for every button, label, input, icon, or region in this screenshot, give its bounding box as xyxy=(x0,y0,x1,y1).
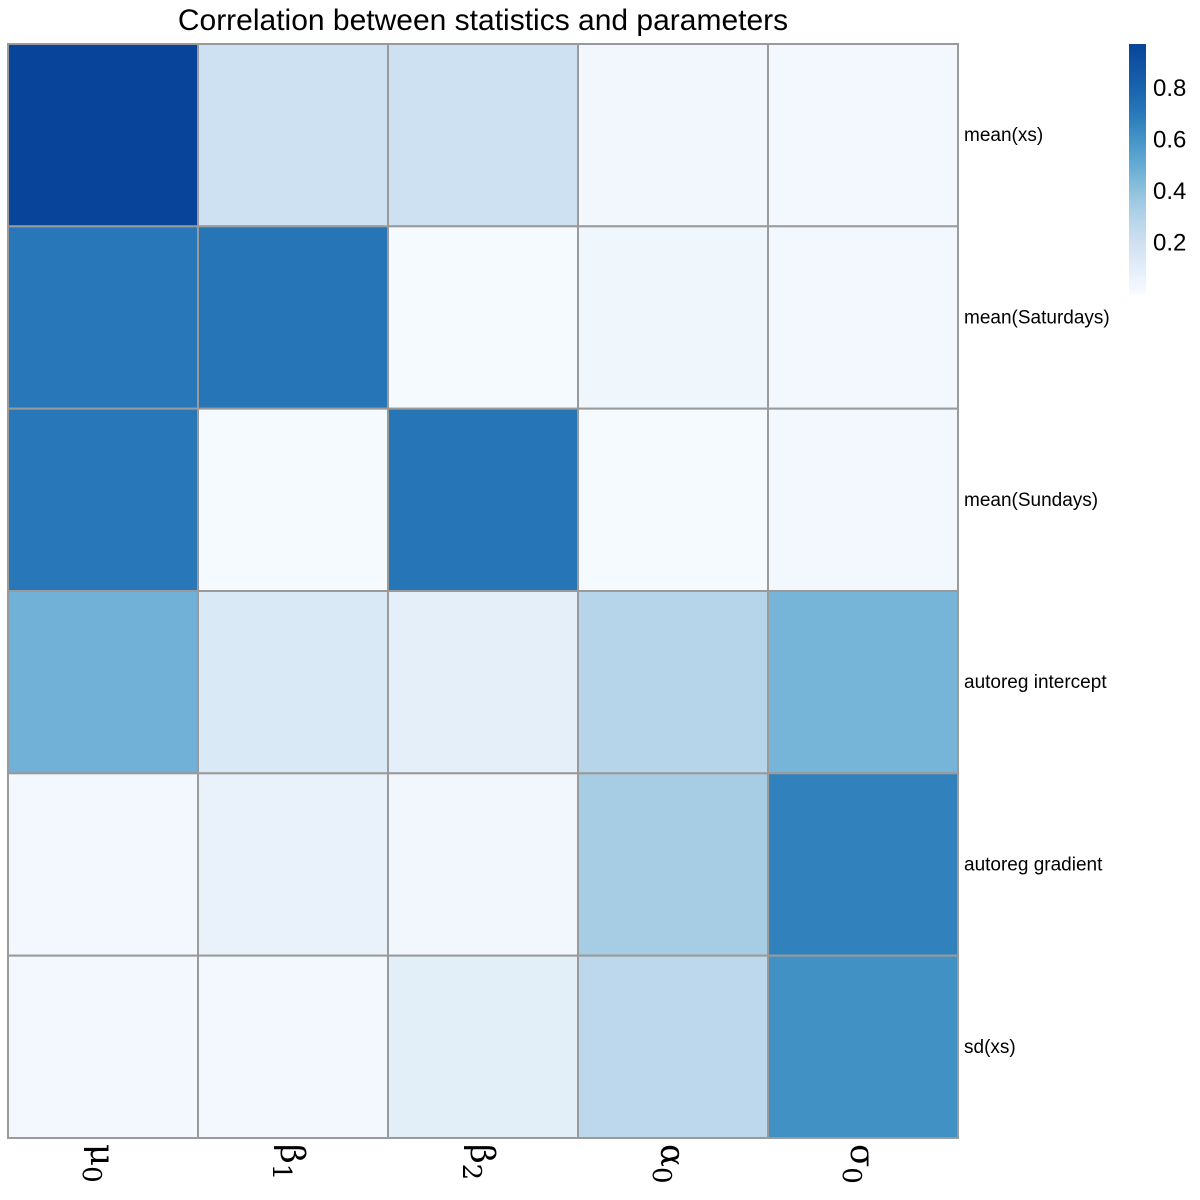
row-label: mean(Saturdays) xyxy=(964,307,1110,328)
chart-title: Correlation between statistics and param… xyxy=(178,4,788,37)
legend-tick-label: 0.6 xyxy=(1153,126,1186,153)
row-label: mean(xs) xyxy=(964,125,1043,146)
column-label: β2 xyxy=(456,1144,502,1180)
heatmap-cell xyxy=(388,226,578,408)
heatmap-cell xyxy=(8,591,198,773)
row-label: mean(Sundays) xyxy=(964,490,1098,511)
column-label: β1 xyxy=(266,1144,312,1180)
heatmap-cell xyxy=(8,773,198,955)
heatmap-cell xyxy=(8,409,198,591)
heatmap-cell xyxy=(768,773,958,955)
column-label-text: β2 xyxy=(456,1144,502,1180)
heatmap-cell xyxy=(578,409,768,591)
heatmap-cell xyxy=(768,226,958,408)
heatmap-cell xyxy=(388,773,578,955)
row-label: autoreg intercept xyxy=(964,672,1107,693)
heatmap-cell xyxy=(8,956,198,1138)
column-label-text: α0 xyxy=(646,1144,692,1184)
heatmap-cell xyxy=(198,591,388,773)
heatmap-cell xyxy=(198,956,388,1138)
column-labels: μ0 β1 β2 α0 σ0 xyxy=(76,1144,882,1184)
heatmap-cell xyxy=(578,226,768,408)
heatmap-cell xyxy=(198,409,388,591)
heatmap-cell xyxy=(388,44,578,226)
column-label: α0 xyxy=(646,1144,692,1184)
legend-tick-label: 0.2 xyxy=(1153,229,1186,256)
heatmap-cell xyxy=(388,591,578,773)
heatmap-cell xyxy=(768,44,958,226)
legend-tick-label: 0.8 xyxy=(1153,75,1186,102)
column-label-text: μ0 xyxy=(76,1144,122,1183)
heatmap-cell xyxy=(8,44,198,226)
heatmap-cell xyxy=(578,591,768,773)
heatmap-cell xyxy=(198,773,388,955)
heatmap-cell xyxy=(198,226,388,408)
row-label: sd(xs) xyxy=(964,1037,1016,1058)
heatmap-cell xyxy=(578,773,768,955)
heatmap-cell xyxy=(388,956,578,1138)
color-legend: 0.2 0.4 0.6 0.8 xyxy=(1129,44,1186,294)
legend-colorbar xyxy=(1129,44,1146,294)
heatmap-cell xyxy=(578,44,768,226)
legend-tick-label: 0.4 xyxy=(1153,178,1186,205)
column-label: σ0 xyxy=(836,1144,882,1184)
heatmap-cells xyxy=(8,44,958,1138)
column-label: μ0 xyxy=(76,1144,122,1183)
heatmap-cell xyxy=(768,409,958,591)
heatmap-cell xyxy=(198,44,388,226)
heatmap-cell xyxy=(768,956,958,1138)
column-label-text: σ0 xyxy=(836,1144,882,1184)
heatmap-cell xyxy=(578,956,768,1138)
row-label: autoreg gradient xyxy=(964,854,1103,875)
column-label-text: β1 xyxy=(266,1144,312,1180)
heatmap-cell xyxy=(768,591,958,773)
row-labels: mean(xs) mean(Saturdays) mean(Sundays) auto… xyxy=(964,125,1110,1058)
heatmap-cell xyxy=(388,409,578,591)
heatmap-cell xyxy=(8,226,198,408)
